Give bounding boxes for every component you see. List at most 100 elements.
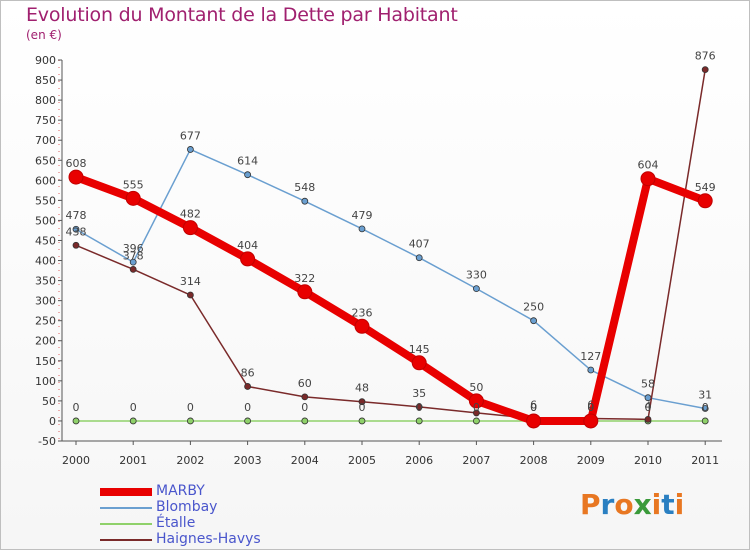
legend-item: Blombay (100, 499, 320, 516)
data-label: 404 (237, 239, 258, 252)
data-point (583, 413, 599, 429)
y-tick-label: 650 (35, 154, 56, 167)
data-label: 0 (530, 401, 537, 414)
data-point (186, 291, 194, 299)
data-point (182, 220, 198, 236)
data-point (301, 393, 309, 401)
legend-label: Étalle (156, 515, 196, 531)
data-point (301, 417, 309, 425)
y-tick-label: 800 (35, 94, 56, 107)
data-label: 614 (237, 155, 258, 168)
data-point (244, 383, 252, 390)
data-label: 407 (409, 238, 430, 251)
y-tick-label: 750 (35, 114, 56, 127)
data-label: 482 (180, 208, 201, 221)
chart-subtitle: (en €) (26, 28, 62, 42)
x-tick-label: 2000 (62, 454, 90, 467)
data-point (526, 413, 542, 429)
data-label: 314 (180, 275, 201, 288)
data-point (358, 398, 366, 406)
y-tick-label: 850 (35, 74, 56, 87)
data-point (468, 393, 484, 409)
data-point (415, 403, 423, 411)
data-label: 58 (641, 378, 655, 391)
data-label: 0 (73, 401, 80, 414)
y-tick-label: 50 (42, 395, 56, 408)
data-label: 608 (66, 157, 87, 170)
y-tick-label: 550 (35, 194, 56, 207)
data-point (697, 193, 713, 209)
logo-letter: i (674, 488, 685, 521)
legend-label: MARBY (156, 483, 205, 499)
legend-item: MARBY (100, 483, 320, 500)
y-tick-label: 350 (35, 275, 56, 288)
data-point (530, 317, 537, 325)
data-point (129, 417, 137, 425)
y-tick-label: 500 (35, 214, 56, 227)
y-tick-label: 900 (35, 54, 56, 67)
data-point (644, 415, 652, 423)
data-label: 479 (352, 209, 373, 222)
legend-swatch (100, 523, 152, 525)
x-tick-label: 2007 (462, 454, 490, 467)
data-point (358, 417, 366, 425)
data-point (72, 417, 80, 425)
data-point (701, 405, 709, 412)
data-point (297, 284, 313, 300)
data-point (472, 409, 480, 417)
data-label: 0 (359, 401, 366, 414)
data-label: 35 (412, 387, 426, 400)
y-tick-label: 150 (35, 355, 56, 368)
data-point (640, 171, 656, 187)
data-label: 0 (301, 401, 308, 414)
data-label: 4 (645, 399, 652, 412)
logo-letter: o (614, 488, 634, 521)
data-label: 604 (638, 159, 659, 172)
x-tick-label: 2006 (405, 454, 433, 467)
chart-legend: MARBY Blombay Étalle Haignes-Havys (100, 483, 320, 548)
data-point (415, 417, 423, 425)
data-point (129, 265, 137, 273)
data-point (701, 66, 709, 74)
legend-item: Étalle (100, 515, 320, 532)
chart-title: Evolution du Montant de la Dette par Hab… (26, 4, 458, 26)
data-point (301, 197, 309, 205)
data-label: 677 (180, 129, 201, 142)
series-line-haignes-havys (75, 68, 706, 421)
logo-letter: i (651, 488, 662, 521)
y-tick-label: 250 (35, 315, 56, 328)
data-label: 6 (530, 399, 537, 412)
data-label: 0 (187, 401, 194, 414)
y-tick-label: 400 (35, 255, 56, 268)
legend-swatch (100, 507, 152, 509)
data-label: 876 (695, 50, 716, 63)
y-tick-label: 700 (35, 134, 56, 147)
x-tick-label: 2002 (176, 454, 204, 467)
data-point (72, 241, 80, 249)
data-label: 0 (530, 401, 537, 414)
data-point (125, 190, 141, 206)
data-label: 60 (298, 377, 312, 390)
y-tick-label: 0 (49, 415, 56, 428)
x-tick-label: 2011 (691, 454, 719, 467)
data-label: 0 (587, 401, 594, 414)
data-label: 555 (123, 178, 144, 191)
data-label: 0 (645, 401, 652, 414)
logo-letter: P (580, 488, 601, 521)
data-point (244, 417, 252, 425)
data-label: 478 (66, 209, 87, 222)
y-tick-label: 300 (35, 295, 56, 308)
data-point (701, 417, 709, 425)
legend-label: Blombay (156, 499, 218, 515)
y-tick-label: 100 (35, 375, 56, 388)
data-point (354, 318, 370, 334)
data-label: 322 (294, 272, 315, 285)
legend-label: Haignes-Havys (156, 531, 261, 547)
x-tick-label: 2008 (520, 454, 548, 467)
data-point (186, 146, 194, 153)
data-label: 48 (355, 382, 369, 395)
data-point (244, 171, 252, 179)
x-tick-label: 2009 (577, 454, 605, 467)
data-point (411, 355, 427, 371)
data-label: 0 (416, 401, 423, 414)
